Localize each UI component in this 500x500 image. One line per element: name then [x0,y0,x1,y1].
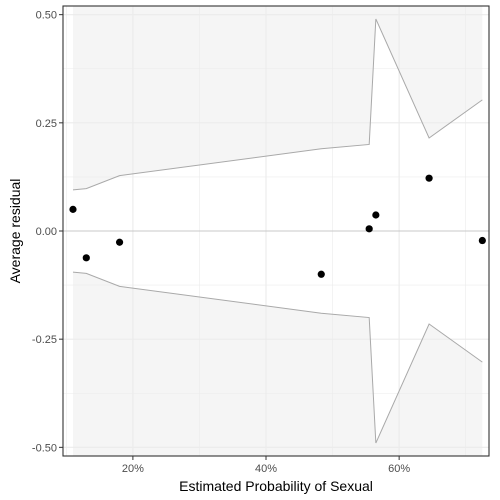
axis-ticks: 0.50 0.25 0.00 -0.25 -0.50 20% 40% 60% [32,10,410,475]
x-tick-label: 20% [122,463,144,475]
x-tick-label: 40% [255,463,277,475]
y-tick-label: -0.50 [32,442,57,454]
data-point [317,270,325,278]
band-shade-lower [72,272,483,456]
y-tick-label: 0.00 [36,226,57,238]
y-tick-label: 0.50 [36,10,57,22]
band-lower-line [72,271,483,444]
data-point [82,254,90,262]
data-point [69,205,77,213]
data-point [478,236,486,245]
data-point [372,211,380,219]
data-point [425,174,433,182]
y-axis-title: Average residual [7,179,23,284]
band-shade-upper [72,6,483,190]
y-tick-label: -0.25 [32,334,57,346]
data-point [365,225,373,233]
y-tick-label: 0.25 [36,118,57,130]
data-point [115,238,124,246]
x-tick-label: 60% [388,463,410,475]
residual-band [72,6,483,456]
x-axis-title: Estimated Probability of Sexual [179,478,373,494]
data-points [69,174,486,278]
residual-band-bounds [72,18,483,444]
band-upper-line [72,18,483,191]
